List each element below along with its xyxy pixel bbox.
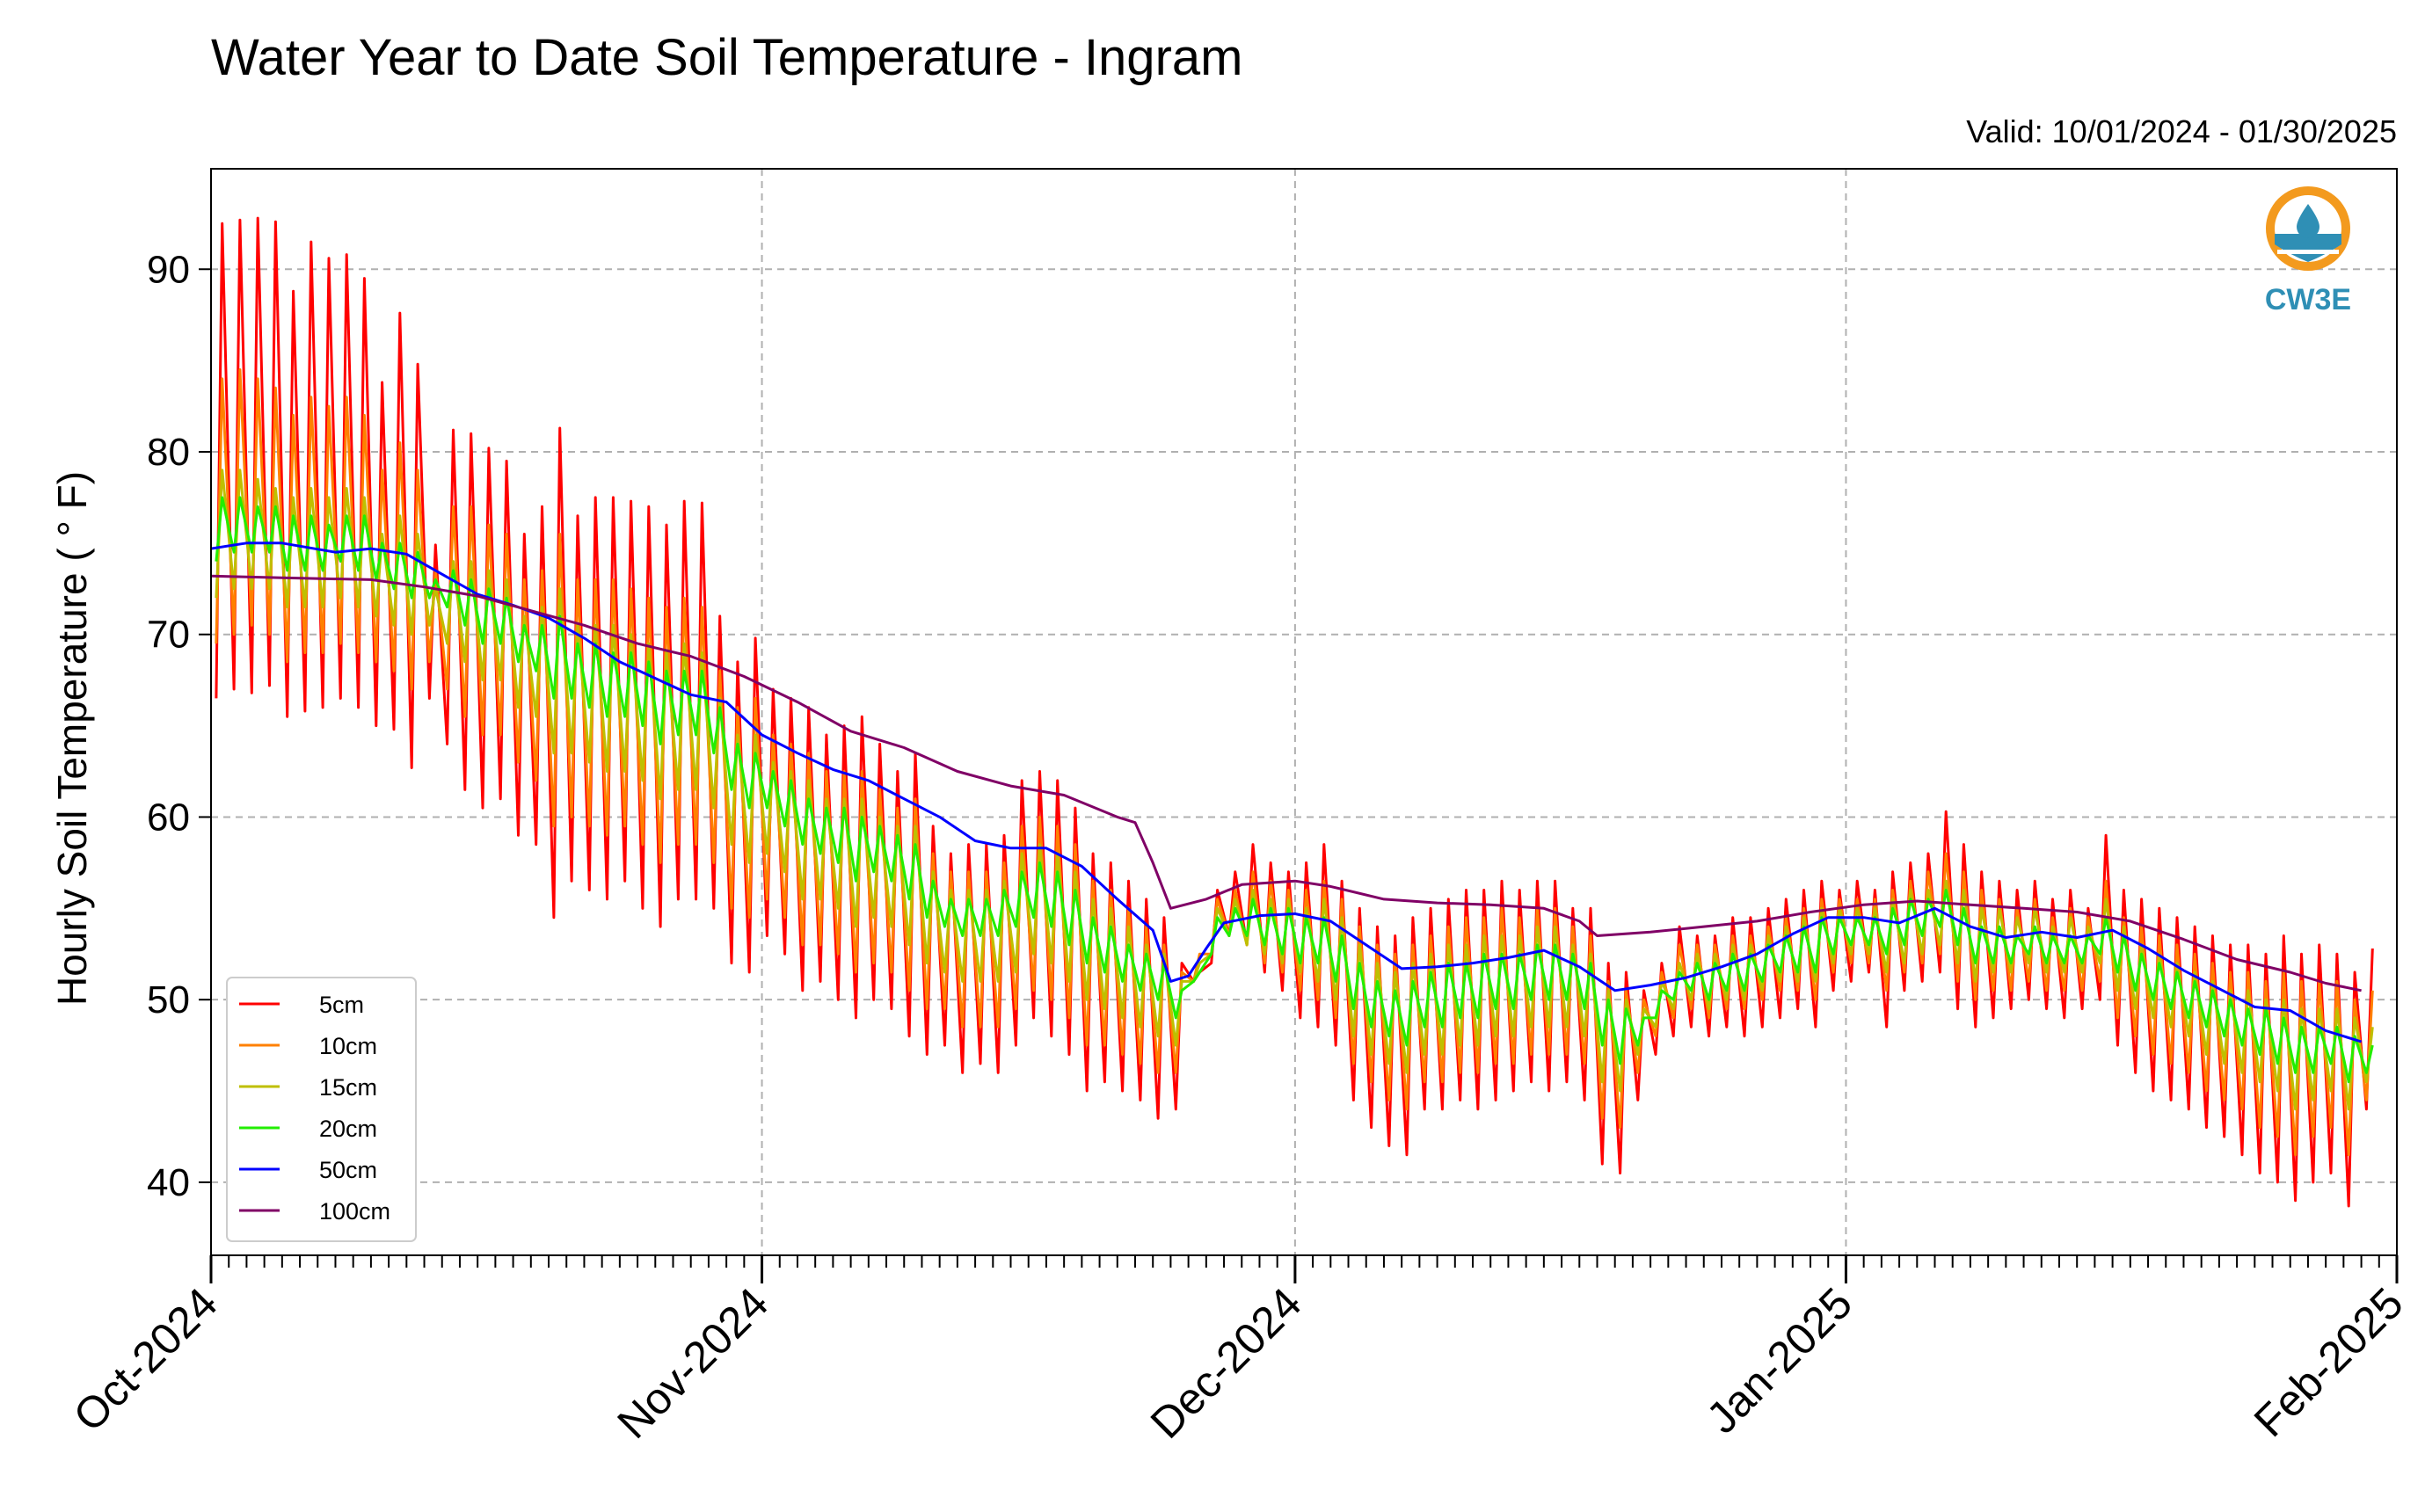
y-tick-label: 70 [147, 614, 190, 657]
legend-label: 50cm [319, 1157, 377, 1183]
y-tick-label: 40 [147, 1161, 190, 1204]
y-tick-label: 90 [147, 248, 190, 291]
cw3e-logo: CW3E [2265, 186, 2351, 316]
valid-date-range: Valid: 10/01/2024 - 01/30/2025 [1966, 113, 2397, 149]
legend-label: 20cm [319, 1116, 377, 1142]
x-tick-label: Feb-2025 [2245, 1278, 2413, 1446]
legend-label: 10cm [319, 1033, 377, 1059]
x-axis-ticks: Oct-2024 Nov-2024 Dec-2024 Jan-2025 Feb-2025 [64, 1255, 2413, 1448]
logo-drop-icon [2297, 204, 2319, 238]
x-tick-label: Nov-2024 [608, 1278, 777, 1448]
x-tick-label: Oct-2024 [64, 1278, 227, 1441]
y-tick-label: 80 [147, 431, 190, 474]
series-line-20cm [215, 496, 2374, 1084]
legend-label: 100cm [319, 1198, 390, 1225]
plot-frame [210, 168, 2398, 1256]
grid [211, 169, 2397, 1255]
logo-water-icon [2275, 234, 2341, 262]
legend-label: 5cm [319, 992, 364, 1018]
y-tick-label: 50 [147, 978, 190, 1021]
y-axis-label: Hourly Soil Temperature ( ° F) [49, 471, 95, 1006]
y-tick-label: 60 [147, 796, 190, 839]
x-tick-label: Dec-2024 [1141, 1278, 1311, 1448]
logo-text: CW3E [2265, 283, 2351, 316]
logo-wave-icon [2277, 250, 2339, 254]
chart-title: Water Year to Date Soil Temperature - In… [211, 29, 1242, 86]
x-tick-label: Jan-2025 [1697, 1278, 1861, 1443]
series-lines [210, 216, 2374, 1208]
series-line-100cm [210, 574, 2362, 992]
legend-label: 15cm [319, 1074, 377, 1101]
series-line-50cm [210, 542, 2363, 1043]
legend-box [226, 977, 417, 1242]
y-axis-ticks: 40 50 60 70 80 90 [147, 248, 211, 1204]
legend: 5cm 10cm 15cm 20cm 50cm 100cm [226, 977, 417, 1242]
